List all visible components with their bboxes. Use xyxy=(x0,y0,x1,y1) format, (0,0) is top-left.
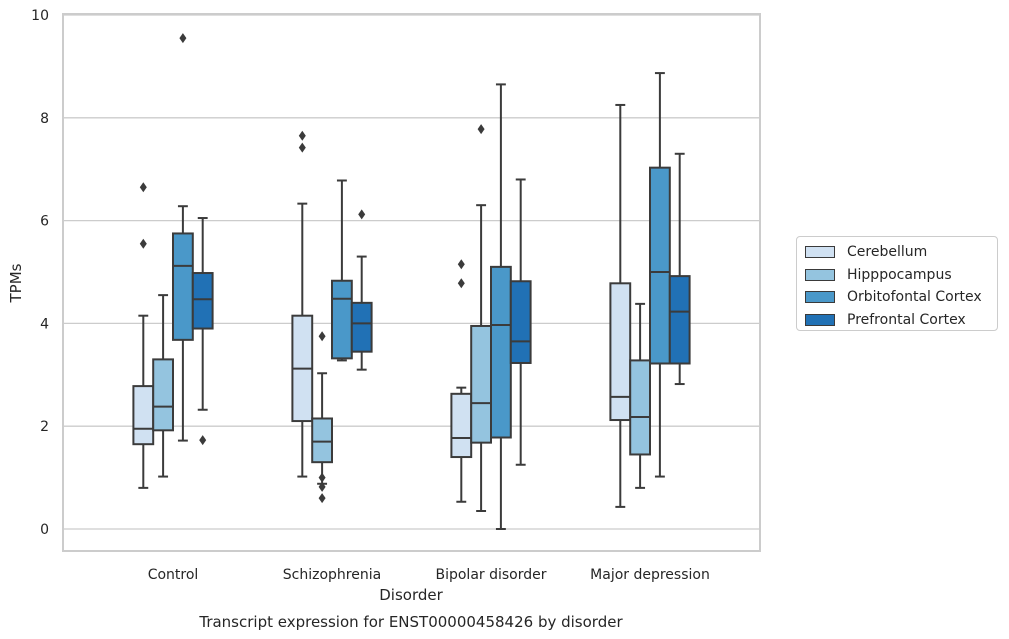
y-tick-label: 8 xyxy=(40,111,49,127)
x-axis-ticks: Control Schizophrenia Bipolar disorder Majo… xyxy=(148,567,710,583)
box-hipppocampus-control xyxy=(152,294,174,478)
box-hipppocampus-bipolar-disorder xyxy=(470,124,493,513)
box-iqr xyxy=(509,280,532,364)
box-prefrontal-cortex-control xyxy=(191,217,214,446)
box-orbitofontal-cortex-control xyxy=(172,33,194,442)
box-iqr xyxy=(191,272,214,330)
legend-swatch-prefrontal xyxy=(805,313,835,326)
legend: Cerebellum Hipppocampus Orbitofontal Cor… xyxy=(796,236,998,331)
box-iqr xyxy=(450,392,473,459)
box-cerebellum-bipolar-disorder xyxy=(450,259,473,503)
outlier-point xyxy=(298,142,306,153)
y-tick-label: 0 xyxy=(40,522,49,538)
box-iqr xyxy=(649,166,671,365)
box-iqr xyxy=(132,385,155,446)
outlier-point xyxy=(139,238,147,249)
x-axis-label: Disorder xyxy=(379,586,443,604)
outlier-point xyxy=(318,493,326,504)
outlier-point xyxy=(318,472,326,483)
legend-label: Cerebellum xyxy=(847,244,928,261)
y-tick-label: 6 xyxy=(40,214,49,230)
box-iqr xyxy=(331,279,353,360)
y-tick-label: 10 xyxy=(31,8,49,24)
outlier-point xyxy=(298,130,306,141)
legend-item-orbitofrontal: Orbitofontal Cortex xyxy=(803,286,991,309)
box-orbitofontal-cortex-schizophrenia xyxy=(331,179,353,362)
legend-swatch-hippocampus xyxy=(805,268,835,281)
plot-frame xyxy=(62,13,761,552)
box-iqr xyxy=(350,301,373,353)
chart-caption: Transcript expression for ENST0000045842… xyxy=(198,613,623,631)
box-prefrontal-cortex-bipolar-disorder xyxy=(509,178,532,466)
box-cerebellum-major-depression xyxy=(609,103,632,508)
boxplots xyxy=(132,33,691,530)
y-axis-label: TPMs xyxy=(7,263,25,303)
box-hipppocampus-major-depression xyxy=(629,302,652,489)
legend-item-hippocampus: Hipppocampus xyxy=(803,264,991,287)
legend-label: Hipppocampus xyxy=(847,266,952,283)
box-iqr xyxy=(311,417,334,464)
legend-swatch-orbitofrontal xyxy=(805,291,835,304)
box-orbitofontal-cortex-bipolar-disorder xyxy=(490,83,512,530)
box-iqr xyxy=(609,282,632,422)
outlier-point xyxy=(457,259,465,270)
y-axis-ticks: 0 2 4 6 8 10 xyxy=(31,8,49,538)
outlier-point xyxy=(179,33,187,44)
box-cerebellum-control xyxy=(132,182,155,489)
legend-swatch-cerebellum xyxy=(805,246,835,259)
box-cerebellum-schizophrenia xyxy=(291,130,314,478)
box-iqr xyxy=(629,359,652,456)
x-tick-label: Control xyxy=(148,567,199,583)
box-prefrontal-cortex-schizophrenia xyxy=(350,209,373,371)
y-tick-label: 2 xyxy=(40,419,49,435)
outlier-point xyxy=(318,481,326,492)
box-iqr xyxy=(152,358,174,432)
y-tick-label: 4 xyxy=(40,316,49,332)
outlier-point xyxy=(358,209,366,220)
legend-item-prefrontal: Prefrontal Cortex xyxy=(803,309,991,332)
box-iqr xyxy=(490,265,512,439)
box-iqr xyxy=(668,275,691,365)
legend-label: Prefrontal Cortex xyxy=(847,311,966,328)
legend-label: Orbitofontal Cortex xyxy=(847,289,982,306)
x-tick-label: Bipolar disorder xyxy=(435,567,546,583)
box-iqr xyxy=(470,324,493,444)
box-iqr xyxy=(172,232,194,341)
box-hipppocampus-schizophrenia xyxy=(311,331,334,504)
outlier-point xyxy=(477,124,485,135)
legend-item-cerebellum: Cerebellum xyxy=(803,241,991,264)
box-orbitofontal-cortex-major-depression xyxy=(649,72,671,478)
box-prefrontal-cortex-major-depression xyxy=(668,152,691,386)
outlier-point xyxy=(199,435,207,446)
x-tick-label: Schizophrenia xyxy=(283,567,381,583)
outlier-point xyxy=(318,331,326,342)
x-tick-label: Major depression xyxy=(590,567,710,583)
outlier-point xyxy=(139,182,147,193)
outlier-point xyxy=(457,278,465,289)
